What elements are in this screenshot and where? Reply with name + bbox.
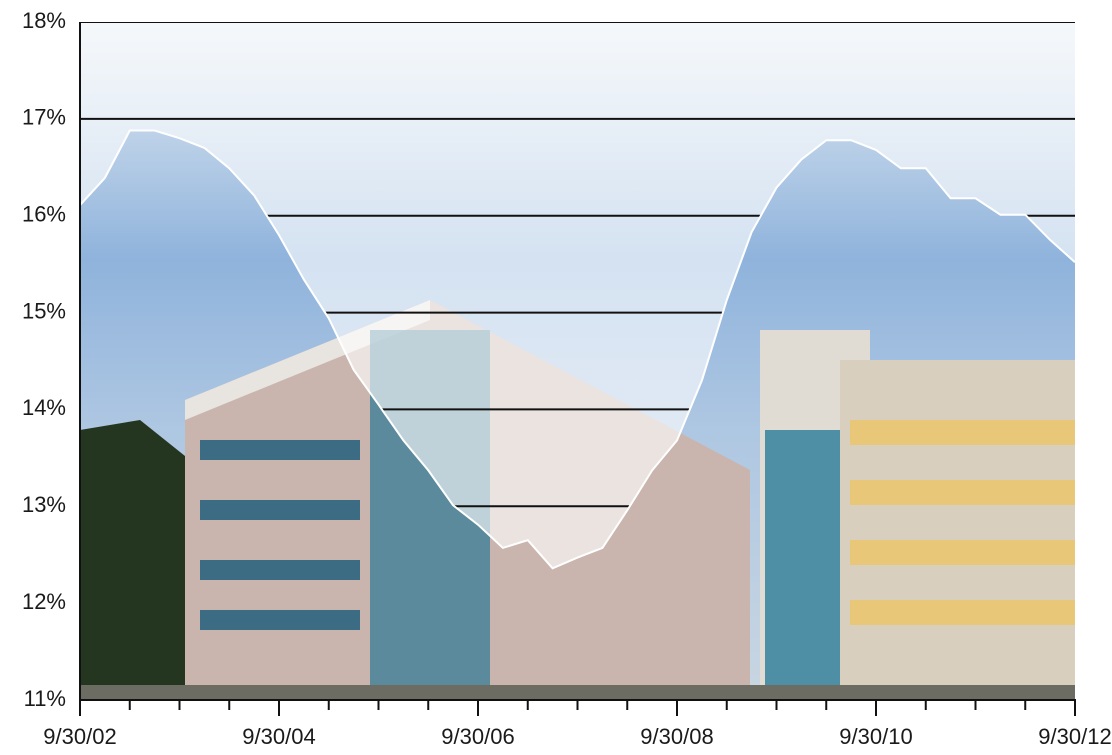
area-fill [80,22,1075,569]
x-tick-label: 9/30/06 [441,724,514,749]
x-tick-label: 9/30/04 [242,724,315,749]
y-tick-label: 14% [22,395,66,420]
y-tick-label: 12% [22,589,66,614]
y-tick-label: 17% [22,105,66,130]
x-tick-label: 9/30/08 [640,724,713,749]
y-tick-label: 11% [24,686,66,711]
y-tick-label: 16% [22,202,66,227]
x-tick-label: 9/30/10 [839,724,912,749]
y-tick-label: 13% [22,492,66,517]
x-tick-label: 9/30/12 [1038,724,1111,749]
line [79,129,1076,570]
y-tick-label: 18% [22,8,66,33]
y-tick-label: 15% [22,298,66,323]
x-tick-label: 9/30/02 [43,724,116,749]
